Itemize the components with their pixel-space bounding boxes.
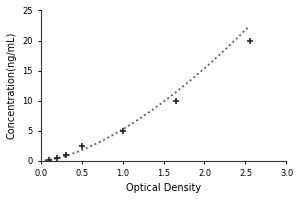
Y-axis label: Concentration(ng/mL): Concentration(ng/mL): [7, 32, 17, 139]
X-axis label: Optical Density: Optical Density: [126, 183, 201, 193]
